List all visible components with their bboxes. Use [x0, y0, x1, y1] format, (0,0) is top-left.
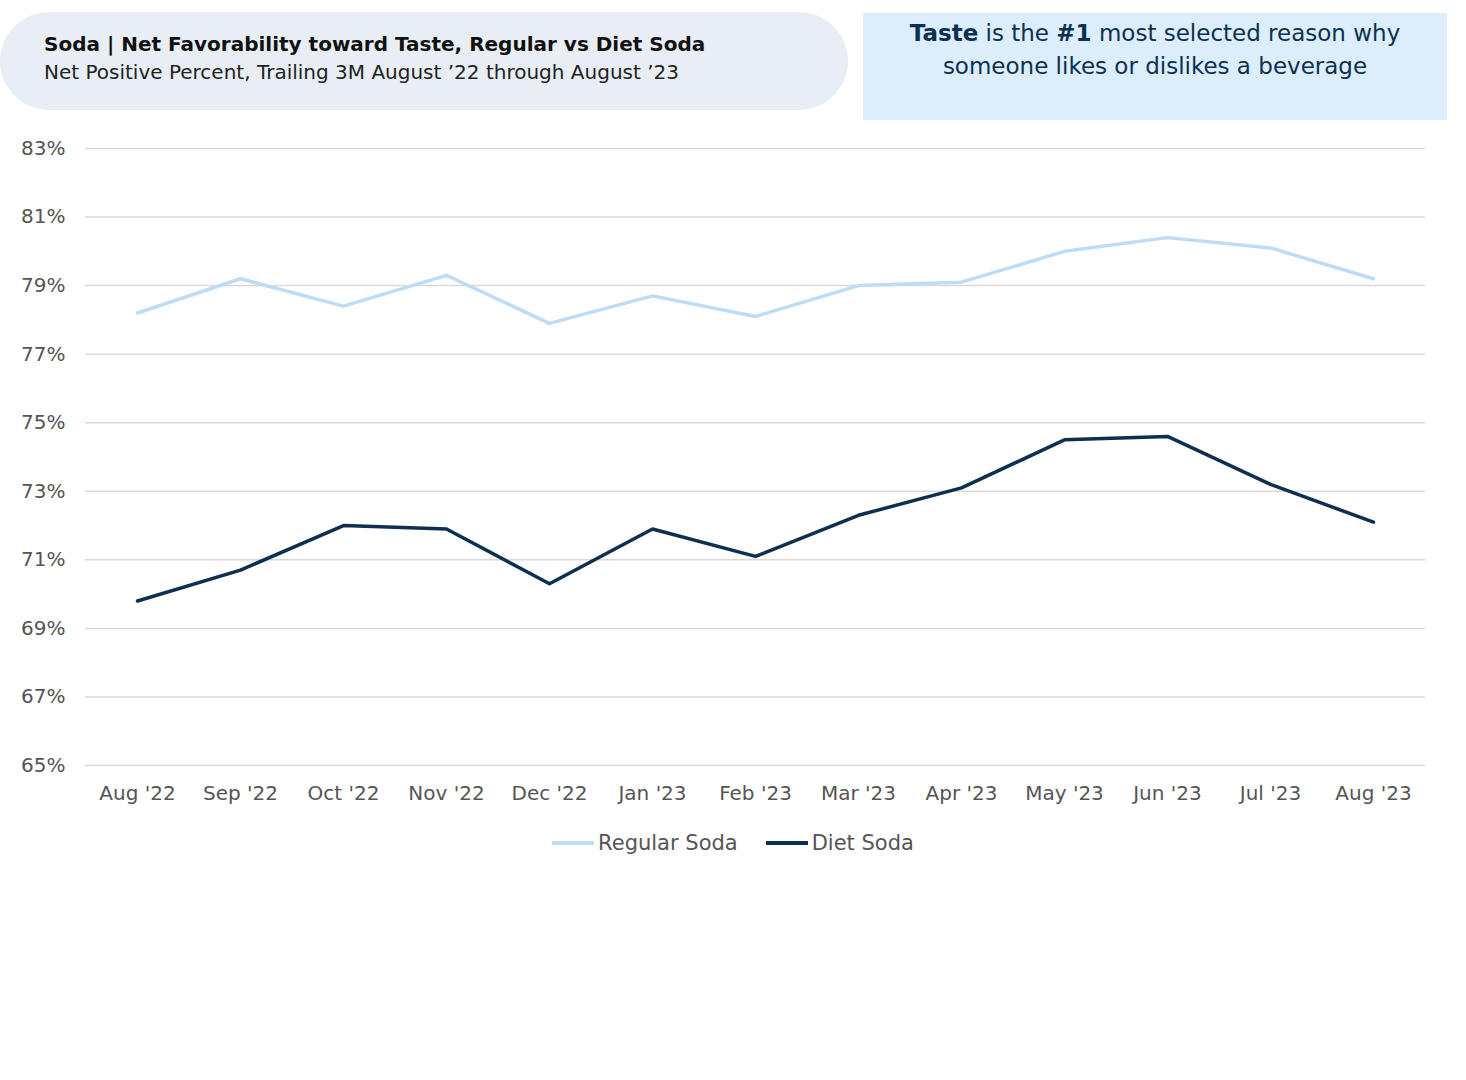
svg-text:79%: 79% — [21, 273, 65, 297]
svg-text:Aug '23: Aug '23 — [1335, 781, 1411, 805]
svg-text:83%: 83% — [21, 136, 65, 160]
html-text:Taste is the #1 most selected: Taste is the #1 most selected reason why… — [909, 20, 1401, 79]
svg-text:67%: 67% — [21, 684, 65, 708]
svg-text:77%: 77% — [21, 342, 65, 366]
svg-text:Aug '22: Aug '22 — [99, 781, 175, 805]
svg-text:Jun '23: Jun '23 — [1131, 781, 1202, 805]
svg-text:69%: 69% — [21, 616, 65, 640]
svg-text:Feb '23: Feb '23 — [719, 781, 792, 805]
svg-text:Jul '23: Jul '23 — [1238, 781, 1301, 805]
html-text:Diet Soda: Diet Soda — [811, 831, 914, 855]
svg-text:75%: 75% — [21, 410, 65, 434]
svg-text:71%: 71% — [21, 547, 65, 571]
svg-text:May '23: May '23 — [1025, 781, 1104, 805]
svg-text:73%: 73% — [21, 479, 65, 503]
html-text:Regular Soda: Regular Soda — [598, 831, 738, 855]
svg-text:Nov '22: Nov '22 — [408, 781, 484, 805]
html-text:Net Positive Percent, Trailing: Net Positive Percent, Trailing 3M August… — [44, 60, 679, 84]
svg-text:Sep '22: Sep '22 — [203, 781, 278, 805]
svg-text:Mar '23: Mar '23 — [821, 781, 896, 805]
svg-text:Oct '22: Oct '22 — [308, 781, 380, 805]
svg-text:Jan '23: Jan '23 — [616, 781, 686, 805]
svg-text:Dec '22: Dec '22 — [511, 781, 587, 805]
html-text:Soda | Net Favorability toward: Soda | Net Favorability toward Taste, Re… — [44, 32, 706, 56]
svg-text:81%: 81% — [21, 204, 65, 228]
svg-text:Apr '23: Apr '23 — [926, 781, 998, 805]
svg-text:65%: 65% — [21, 753, 65, 777]
